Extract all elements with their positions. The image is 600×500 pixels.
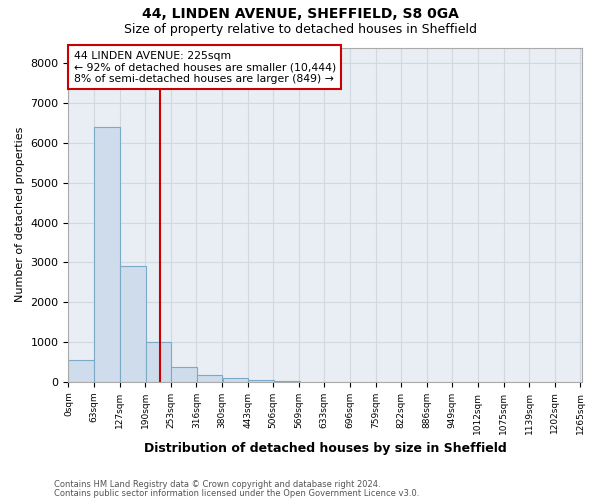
Bar [146,342,171,382]
Bar [94,127,119,382]
Bar [120,266,146,382]
Bar [171,367,197,382]
X-axis label: Distribution of detached houses by size in Sheffield: Distribution of detached houses by size … [144,442,507,455]
Text: 44 LINDEN AVENUE: 225sqm
← 92% of detached houses are smaller (10,444)
8% of sem: 44 LINDEN AVENUE: 225sqm ← 92% of detach… [74,51,336,84]
Bar [274,381,299,382]
Bar [248,380,274,382]
Bar [197,376,223,382]
Bar [223,378,248,382]
Text: Contains public sector information licensed under the Open Government Licence v3: Contains public sector information licen… [54,488,419,498]
Bar [68,360,94,382]
Y-axis label: Number of detached properties: Number of detached properties [15,127,25,302]
Text: Contains HM Land Registry data © Crown copyright and database right 2024.: Contains HM Land Registry data © Crown c… [54,480,380,489]
Text: Size of property relative to detached houses in Sheffield: Size of property relative to detached ho… [124,22,476,36]
Text: 44, LINDEN AVENUE, SHEFFIELD, S8 0GA: 44, LINDEN AVENUE, SHEFFIELD, S8 0GA [142,8,458,22]
